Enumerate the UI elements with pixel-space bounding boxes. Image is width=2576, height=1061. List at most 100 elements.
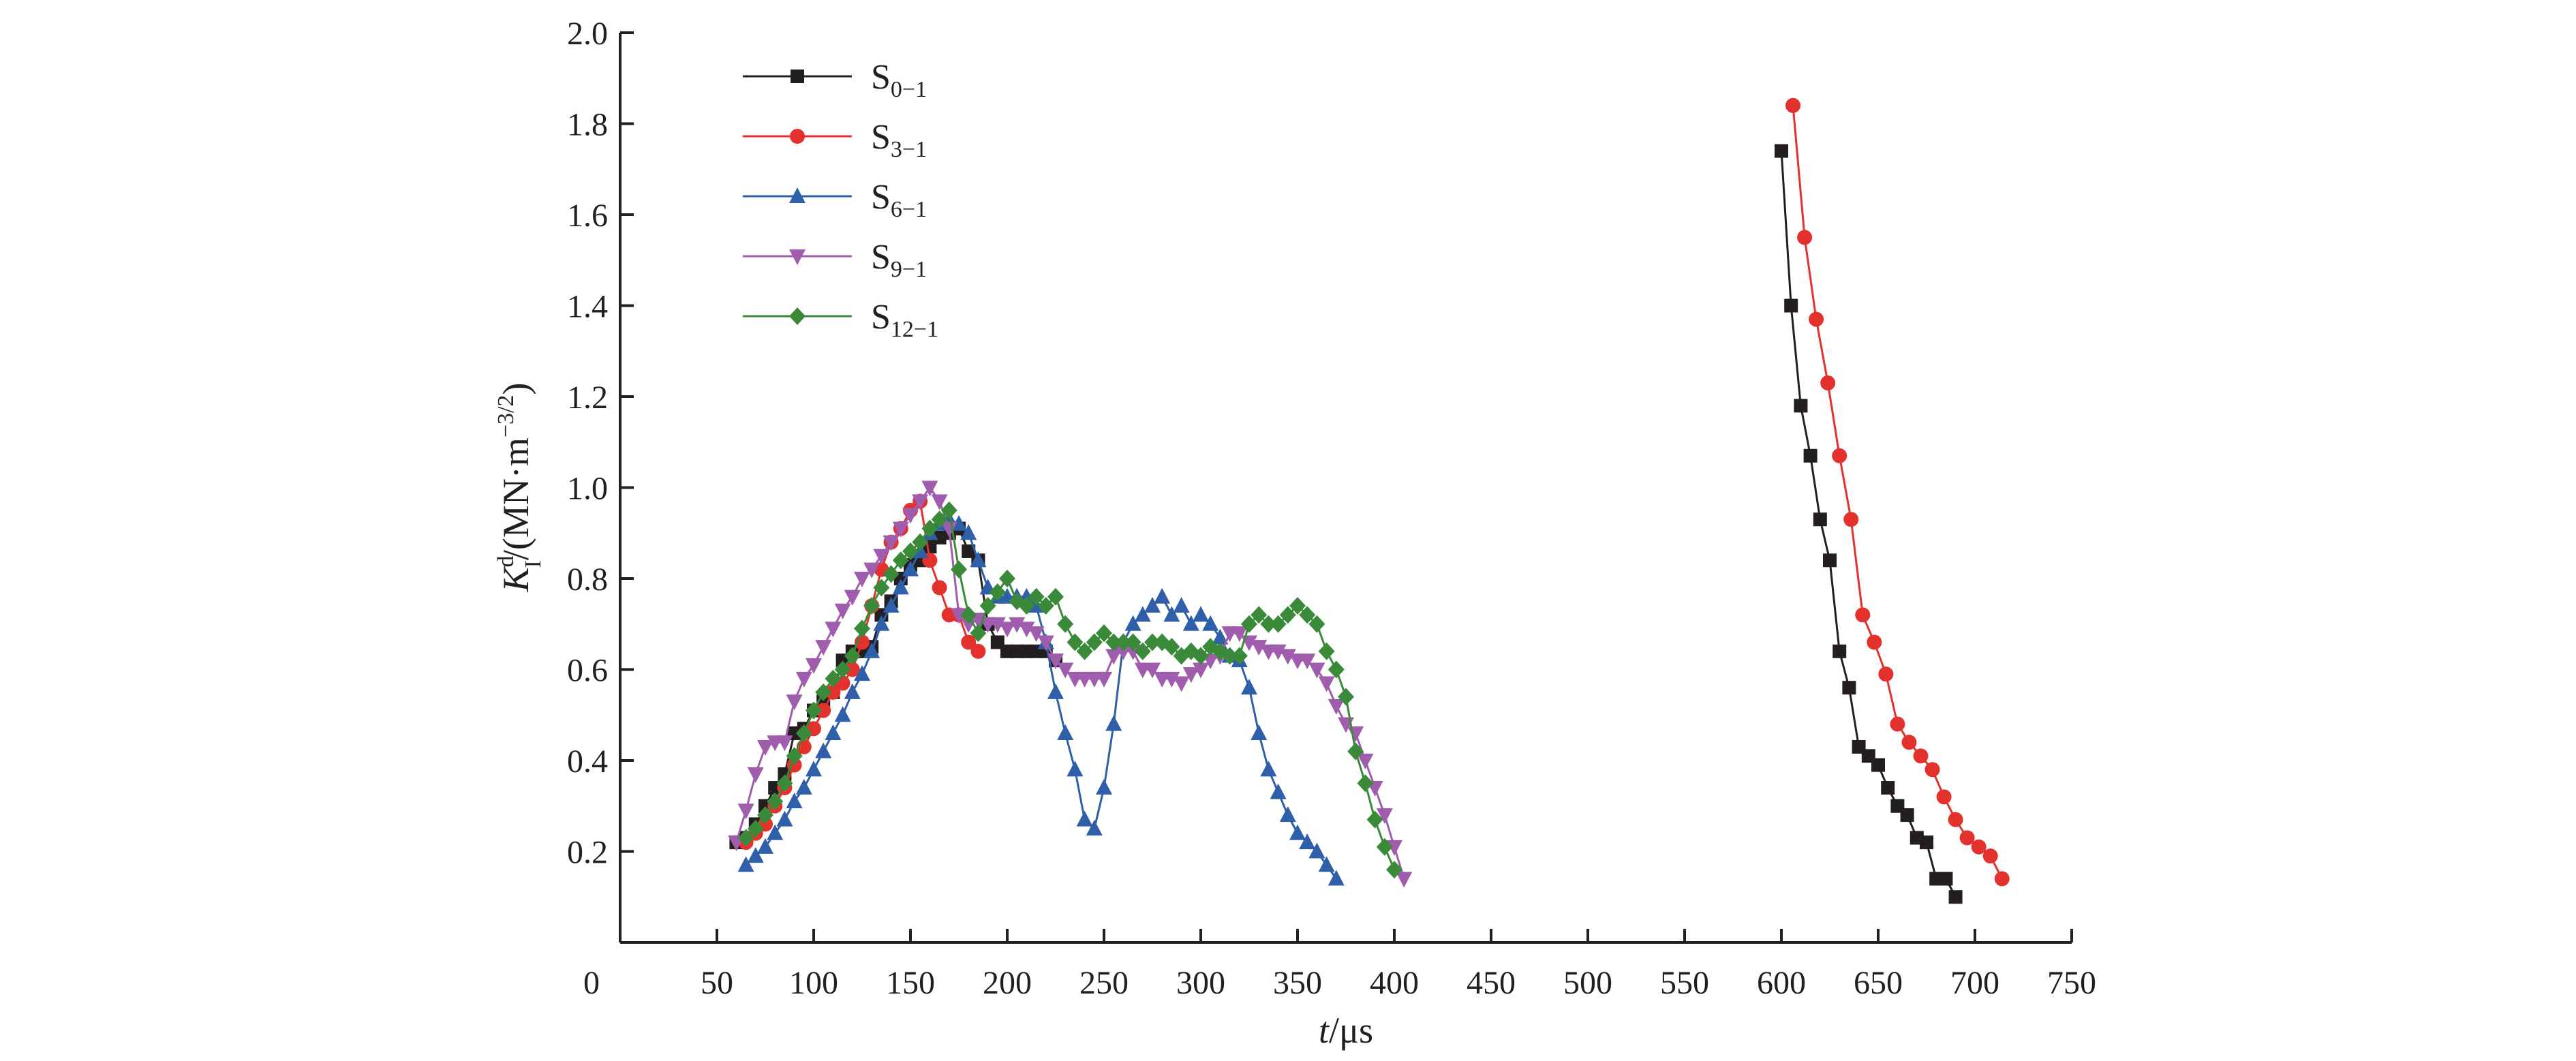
y-tick-label: 1.8: [567, 107, 608, 143]
data-point: [1202, 615, 1219, 631]
x-tick-label: 0: [583, 965, 600, 1001]
data-point: [1900, 808, 1914, 822]
data-point: [1939, 872, 1953, 886]
data-point: [1057, 724, 1074, 740]
x-axis-title: t/μs: [1319, 1010, 1373, 1051]
x-axis-title-italic: t: [1319, 1010, 1330, 1051]
x-tick-label: 400: [1370, 965, 1419, 1001]
data-point: [1260, 760, 1277, 777]
data-point: [1376, 837, 1393, 856]
data-point: [1797, 230, 1813, 245]
data-point: [1047, 653, 1064, 670]
data-point: [883, 597, 900, 613]
y-tick-label: 0.8: [567, 562, 608, 598]
data-point: [1842, 681, 1856, 695]
data-point: [912, 533, 929, 551]
data-point: [1028, 626, 1045, 643]
data-point: [1270, 783, 1287, 799]
legend-label-sub: 0−1: [891, 77, 927, 102]
data-point: [1318, 642, 1335, 660]
data-point: [834, 660, 851, 679]
data-point: [951, 514, 967, 531]
data-point: [1328, 660, 1345, 679]
data-point: [960, 524, 977, 540]
data-point: [892, 551, 909, 570]
data-point: [1948, 890, 1963, 904]
data-point: [1105, 649, 1122, 665]
data-point: [757, 806, 773, 825]
data-point: [1173, 676, 1190, 692]
data-point: [1982, 848, 1998, 864]
data-point: [1901, 735, 1917, 750]
data-point: [951, 608, 967, 624]
y-tick-label: 0.4: [567, 743, 608, 780]
legend-label-main: S: [871, 238, 891, 277]
data-point: [1338, 688, 1354, 706]
data-point: [1820, 375, 1836, 390]
data-point: [940, 501, 957, 519]
data-point: [873, 579, 890, 597]
data-point: [1270, 615, 1287, 633]
data-point: [1366, 810, 1383, 829]
data-point: [1881, 781, 1895, 795]
data-point: [1871, 758, 1885, 772]
data-point: [1308, 662, 1325, 679]
data-point: [786, 793, 803, 809]
data-point: [1386, 840, 1402, 856]
data-point: [1124, 633, 1141, 651]
data-point: [1182, 615, 1199, 631]
data-point: [1794, 399, 1808, 413]
data-point: [1832, 448, 1847, 463]
data-point: [1775, 144, 1788, 158]
data-point: [1299, 833, 1316, 850]
data-point: [815, 640, 832, 656]
data-point: [737, 856, 754, 872]
data-point: [776, 810, 793, 827]
data-point: [844, 683, 861, 699]
data-point: [1057, 615, 1074, 633]
x-axis-title-rest: /μs: [1329, 1010, 1373, 1051]
data-point: [863, 642, 880, 658]
data-point: [1096, 624, 1112, 643]
data-point: [1890, 716, 1905, 732]
data-point: [1144, 662, 1161, 679]
data-point: [932, 580, 947, 596]
data-point: [1086, 820, 1103, 836]
x-tick-label: 700: [1950, 965, 1999, 1001]
data-point: [1086, 633, 1103, 651]
data-point: [1803, 448, 1818, 463]
y-tick-label: 1.0: [567, 471, 608, 507]
data-point: [786, 694, 803, 711]
data-point: [854, 619, 870, 638]
data-point: [1105, 633, 1122, 651]
data-point: [1076, 642, 1093, 660]
data-point: [1144, 633, 1161, 651]
data-point: [1289, 824, 1306, 840]
data-point: [1823, 553, 1837, 568]
data-point: [931, 510, 948, 529]
data-point: [844, 647, 861, 665]
data-point: [1124, 644, 1141, 660]
data-point: [1009, 617, 1026, 633]
data-point: [921, 480, 938, 497]
data-point: [1347, 726, 1364, 742]
data-point: [989, 617, 1006, 633]
data-point: [825, 669, 842, 688]
series-12−1: [737, 501, 1402, 879]
data-point: [960, 606, 977, 624]
data-point: [1994, 871, 2010, 887]
data-point: [1813, 512, 1827, 527]
data-point: [873, 549, 890, 565]
data-point: [825, 684, 841, 700]
x-tick-label: 550: [1660, 965, 1709, 1001]
y-axis-title: KdI/(MN·m−3/2): [493, 383, 546, 593]
data-point: [892, 521, 909, 538]
data-point: [1299, 653, 1316, 670]
data-point: [1182, 667, 1199, 683]
data-point: [747, 820, 764, 838]
legend-label-sub: 6−1: [891, 197, 927, 222]
data-point: [1833, 644, 1847, 658]
legend-label: S9−1: [871, 238, 927, 282]
data-point: [1067, 633, 1084, 651]
data-point: [1144, 597, 1161, 613]
